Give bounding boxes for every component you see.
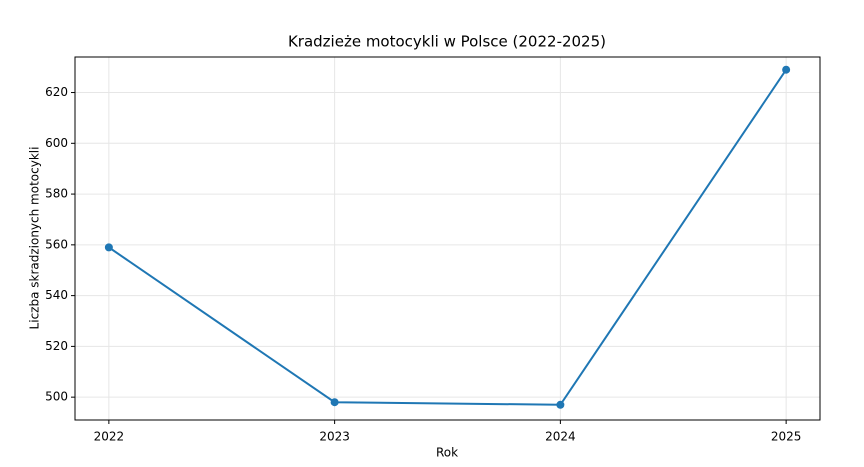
y-tick-label: 620 bbox=[45, 85, 68, 99]
x-axis-label: Rok bbox=[436, 446, 458, 460]
chart-title: Kradzieże motocykli w Polsce (2022-2025) bbox=[288, 33, 606, 51]
data-point bbox=[782, 65, 791, 74]
data-point bbox=[330, 398, 339, 407]
y-tick-label: 520 bbox=[45, 339, 68, 353]
plot-frame bbox=[74, 56, 821, 421]
y-tick-label: 540 bbox=[45, 288, 68, 302]
data-point bbox=[104, 243, 113, 252]
y-tick-label: 500 bbox=[45, 390, 68, 404]
y-tick-label: 600 bbox=[45, 136, 68, 150]
y-tick-label: 580 bbox=[45, 187, 68, 201]
x-tick-label: 2024 bbox=[545, 430, 576, 444]
data-point bbox=[556, 400, 565, 409]
x-tick-label: 2025 bbox=[771, 430, 802, 444]
x-tick-label: 2023 bbox=[319, 430, 350, 444]
y-tick-label: 560 bbox=[45, 237, 68, 251]
x-tick-label: 2022 bbox=[94, 430, 125, 444]
y-axis-label: Liczba skradzionych motocykli bbox=[28, 147, 42, 330]
data-line bbox=[108, 69, 787, 406]
